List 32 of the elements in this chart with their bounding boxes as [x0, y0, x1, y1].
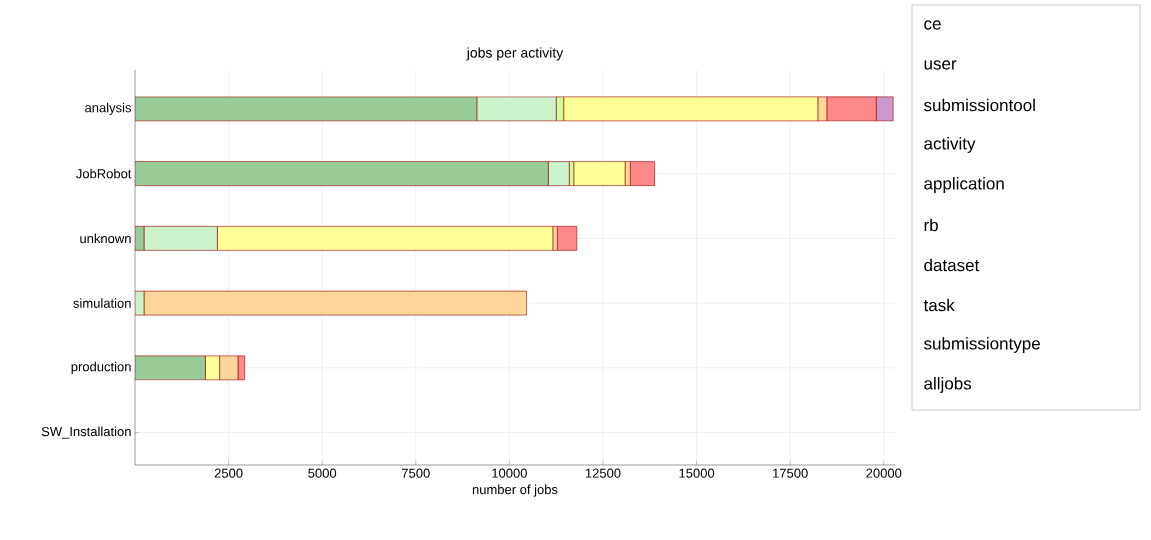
y-tick-label: analysis	[85, 102, 132, 115]
x-tick-label: 12500	[585, 468, 621, 478]
x-tick-label: 10000	[492, 468, 527, 478]
y-tick-label: JobRobot	[76, 168, 132, 179]
text: alljobs	[924, 377, 972, 393]
text: submissiontool	[924, 98, 1035, 112]
bar	[476, 96, 557, 122]
x-axis-title: number of jobs	[472, 484, 558, 497]
chart-title: jobs per activity	[466, 47, 564, 61]
x-tick-label: 5000	[308, 468, 337, 478]
y-tick-label: production	[71, 361, 131, 374]
x-tick-label: 20000	[866, 468, 902, 478]
x-tick-label: 17500	[773, 468, 808, 478]
bar	[217, 226, 554, 251]
x-tick-label: 2500	[214, 468, 243, 478]
bar	[143, 226, 218, 251]
text: activity	[924, 137, 976, 153]
text: application	[924, 177, 1004, 193]
bar	[548, 161, 570, 186]
text: task	[923, 298, 955, 312]
bar	[557, 226, 578, 251]
text: user	[924, 60, 957, 70]
bar	[630, 161, 655, 186]
text: ce	[924, 20, 941, 30]
x-tick-label: 15000	[679, 468, 715, 478]
x-tick-label: 7500	[402, 468, 430, 478]
y-tick-label: simulation	[73, 298, 131, 308]
text: dataset	[924, 258, 980, 272]
y-tick-label: unknown	[80, 233, 131, 244]
y-tick-label: SW_Installation	[41, 426, 131, 439]
text: submissiontype	[924, 337, 1040, 353]
text: rb	[924, 218, 938, 232]
